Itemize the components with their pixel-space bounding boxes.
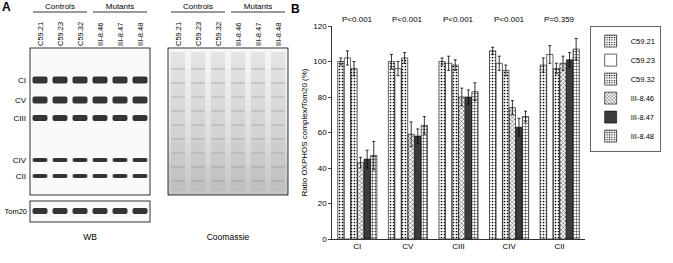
svg-text:III-8.46: III-8.46 <box>96 23 105 46</box>
svg-text:III-8.46: III-8.46 <box>631 94 654 103</box>
svg-text:III-8.47: III-8.47 <box>254 23 263 46</box>
svg-text:P=0.359: P=0.359 <box>544 15 575 24</box>
svg-text:Controls: Controls <box>45 2 75 11</box>
svg-text:III-8.47: III-8.47 <box>631 113 654 122</box>
svg-text:III-8.48: III-8.48 <box>136 23 145 46</box>
svg-text:C59.32: C59.32 <box>631 75 655 84</box>
svg-text:CII: CII <box>16 172 26 181</box>
svg-text:100: 100 <box>313 57 327 66</box>
svg-text:B: B <box>291 2 300 16</box>
svg-text:III-8.47: III-8.47 <box>116 23 125 46</box>
svg-text:P<0.001: P<0.001 <box>494 15 525 24</box>
svg-text:Ratio OXPHOS complex/Tom20 (%): Ratio OXPHOS complex/Tom20 (%) <box>300 68 309 196</box>
svg-text:WB: WB <box>83 232 97 242</box>
svg-text:C59.32: C59.32 <box>214 22 223 46</box>
svg-text:P<0.001: P<0.001 <box>392 15 423 24</box>
svg-text:0: 0 <box>322 235 327 244</box>
svg-text:CIV: CIV <box>13 156 27 165</box>
svg-text:CV: CV <box>15 96 27 105</box>
svg-text:Controls: Controls <box>183 2 213 11</box>
svg-text:CIII: CIII <box>14 114 26 123</box>
svg-text:40: 40 <box>318 164 327 173</box>
svg-text:P<0.001: P<0.001 <box>443 15 474 24</box>
svg-text:60: 60 <box>318 128 327 137</box>
svg-text:C59.32: C59.32 <box>76 22 85 46</box>
svg-text:Mutants: Mutants <box>106 2 134 11</box>
svg-text:P<0.001: P<0.001 <box>342 15 373 24</box>
svg-text:C59.21: C59.21 <box>36 22 45 46</box>
svg-text:CV: CV <box>402 242 414 251</box>
svg-text:CII: CII <box>555 242 565 251</box>
svg-text:Tom20: Tom20 <box>4 207 27 216</box>
svg-text:CI: CI <box>353 242 361 251</box>
svg-text:CI: CI <box>18 76 26 85</box>
svg-text:120: 120 <box>313 22 327 31</box>
svg-text:CIV: CIV <box>502 242 516 251</box>
svg-text:CIII: CIII <box>452 242 464 251</box>
svg-text:C59.21: C59.21 <box>174 22 183 46</box>
svg-text:Mutants: Mutants <box>244 2 272 11</box>
svg-text:C59.23: C59.23 <box>631 56 655 65</box>
svg-text:III-8.48: III-8.48 <box>631 132 654 141</box>
svg-text:III-8.48: III-8.48 <box>274 23 283 46</box>
svg-text:C59.21: C59.21 <box>631 37 655 46</box>
svg-text:20: 20 <box>318 199 327 208</box>
svg-text:Coomassie: Coomassie <box>207 232 250 242</box>
svg-text:A: A <box>2 0 11 14</box>
svg-text:C59.23: C59.23 <box>194 22 203 46</box>
svg-text:80: 80 <box>318 93 327 102</box>
svg-text:C59.23: C59.23 <box>56 22 65 46</box>
svg-text:III-8.46: III-8.46 <box>234 23 243 46</box>
